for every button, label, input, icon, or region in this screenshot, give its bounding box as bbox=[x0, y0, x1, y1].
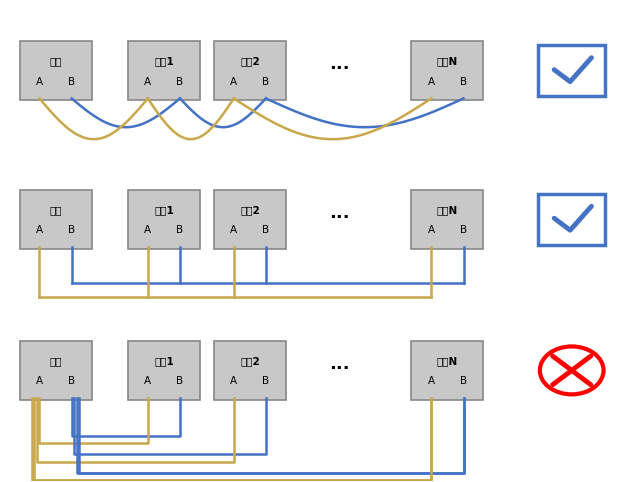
FancyBboxPatch shape bbox=[412, 41, 483, 100]
Text: B: B bbox=[262, 77, 269, 87]
Text: 主站: 主站 bbox=[49, 356, 62, 366]
Text: 从站N: 从站N bbox=[437, 356, 458, 366]
Text: B: B bbox=[262, 226, 269, 236]
FancyBboxPatch shape bbox=[214, 341, 286, 400]
Text: A: A bbox=[36, 77, 43, 87]
Text: B: B bbox=[68, 77, 75, 87]
Text: B: B bbox=[460, 226, 467, 236]
Text: A: A bbox=[36, 226, 43, 236]
Text: B: B bbox=[177, 376, 184, 387]
FancyBboxPatch shape bbox=[412, 341, 483, 400]
Text: B: B bbox=[177, 77, 184, 87]
Text: ···: ··· bbox=[329, 360, 349, 378]
FancyBboxPatch shape bbox=[20, 41, 92, 100]
FancyBboxPatch shape bbox=[538, 194, 605, 245]
Text: A: A bbox=[230, 376, 237, 387]
Text: B: B bbox=[68, 226, 75, 236]
Text: A: A bbox=[144, 226, 152, 236]
FancyBboxPatch shape bbox=[412, 190, 483, 249]
Text: 主站: 主站 bbox=[49, 205, 62, 215]
Text: 从站1: 从站1 bbox=[154, 356, 173, 366]
Text: ···: ··· bbox=[329, 60, 349, 79]
Text: 从站1: 从站1 bbox=[154, 205, 173, 215]
FancyBboxPatch shape bbox=[214, 41, 286, 100]
Text: 主站: 主站 bbox=[49, 56, 62, 67]
Text: A: A bbox=[230, 226, 237, 236]
Text: B: B bbox=[68, 376, 75, 387]
Text: A: A bbox=[36, 376, 43, 387]
Text: ···: ··· bbox=[329, 209, 349, 227]
Text: A: A bbox=[428, 226, 435, 236]
Text: B: B bbox=[460, 77, 467, 87]
FancyBboxPatch shape bbox=[20, 341, 92, 400]
Text: 从站2: 从站2 bbox=[240, 356, 260, 366]
Text: B: B bbox=[460, 376, 467, 387]
FancyBboxPatch shape bbox=[128, 190, 200, 249]
FancyBboxPatch shape bbox=[20, 190, 92, 249]
Text: A: A bbox=[428, 77, 435, 87]
Text: 从站1: 从站1 bbox=[154, 56, 173, 67]
Text: 从站2: 从站2 bbox=[240, 205, 260, 215]
Text: 从站N: 从站N bbox=[437, 205, 458, 215]
Text: 从站N: 从站N bbox=[437, 56, 458, 67]
FancyBboxPatch shape bbox=[214, 190, 286, 249]
Text: A: A bbox=[144, 77, 152, 87]
Text: A: A bbox=[428, 376, 435, 387]
Text: 从站2: 从站2 bbox=[240, 56, 260, 67]
FancyBboxPatch shape bbox=[128, 41, 200, 100]
Text: B: B bbox=[177, 226, 184, 236]
Text: A: A bbox=[230, 77, 237, 87]
Text: B: B bbox=[262, 376, 269, 387]
FancyBboxPatch shape bbox=[538, 45, 605, 96]
FancyBboxPatch shape bbox=[128, 341, 200, 400]
Text: A: A bbox=[144, 376, 152, 387]
